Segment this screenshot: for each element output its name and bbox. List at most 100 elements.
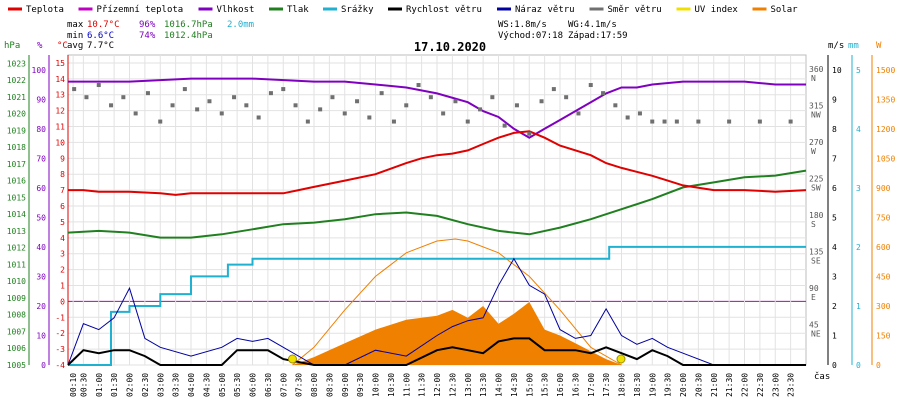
wind-dir-point xyxy=(330,95,335,100)
temperature-axis-tick: 0 xyxy=(60,297,65,306)
rain-axis-tick: 4 xyxy=(856,125,861,134)
x-tick-label: 04:00 xyxy=(187,373,196,397)
wind-dir-tick: SE xyxy=(811,256,821,265)
x-tick-label: 01:30 xyxy=(110,373,119,397)
x-tick-label: 13:00 xyxy=(464,373,473,397)
pressure-axis-tick: 1011 xyxy=(7,260,26,269)
wind-dir-point xyxy=(601,91,606,96)
solar-axis-tick: 1500 xyxy=(876,66,895,75)
temperature-axis-tick: 2 xyxy=(60,266,65,275)
x-tick-label: 19:00 xyxy=(648,373,657,397)
x-tick-label: 02:00 xyxy=(126,373,135,397)
wind-dir-point xyxy=(84,95,89,100)
stats-min-temp: 6.6°C xyxy=(87,31,114,41)
x-tick-label: 10:30 xyxy=(387,373,396,397)
temperature-line xyxy=(68,130,807,196)
x-tick-label: 03:30 xyxy=(172,373,181,397)
wind-dir-tick: 45 xyxy=(809,320,819,329)
rain-line xyxy=(68,245,806,366)
solar-axis-tick: 300 xyxy=(876,302,891,311)
x-tick-label: 20:30 xyxy=(694,373,703,397)
wind-speed-axis-tick: 4 xyxy=(832,243,837,252)
percent-axis-tick: 20 xyxy=(36,302,46,311)
wind-dir-point xyxy=(588,83,593,88)
temperature-axis-tick: -1 xyxy=(55,313,65,322)
legend-label-8: UV index xyxy=(695,5,739,15)
x-tick-label: 02:30 xyxy=(141,373,150,397)
temperature-axis-tick: 4 xyxy=(60,234,65,243)
pressure-axis-tick: 1012 xyxy=(7,244,26,253)
sun-marker-1 xyxy=(616,354,626,364)
x-tick-label: 05:00 xyxy=(218,373,227,397)
wind-dir-tick: 360 xyxy=(809,65,824,74)
pressure-axis-tick: 1005 xyxy=(7,361,26,370)
wind-dir-tick: E xyxy=(811,293,816,302)
pressure-axis-tick: 1006 xyxy=(7,344,26,353)
wind-dir-point xyxy=(195,107,200,112)
wind-dir-point xyxy=(232,95,237,100)
wind-dir-point xyxy=(564,95,569,100)
solar-axis-tick: 0 xyxy=(876,361,881,370)
percent-axis-tick: 90 xyxy=(36,95,46,104)
x-tick-label: 15:30 xyxy=(541,373,550,397)
x-tick-label: 17:00 xyxy=(587,373,596,397)
wind-dir-point xyxy=(133,111,138,116)
wind-dir-point xyxy=(109,103,114,108)
sun-marker-0 xyxy=(287,354,297,364)
unit-w: W xyxy=(876,41,882,51)
legend: Teplota Přízemní teplota Vlhkost Tlak Srážky… xyxy=(8,5,798,15)
legend-label-5: Rychlost větru xyxy=(406,5,482,15)
legend-label-3: Tlak xyxy=(287,5,309,15)
temperature-axis-tick: 3 xyxy=(60,250,65,259)
solar-axis-tick: 150 xyxy=(876,331,891,340)
wind-speed-line xyxy=(67,337,806,366)
sunrise-time: Východ:07:18 xyxy=(498,31,563,41)
legend-label-4: Srážky xyxy=(341,5,374,15)
wind-dir-point xyxy=(355,99,360,104)
wind-dir-point xyxy=(72,87,77,92)
x-tick-label: 12:00 xyxy=(433,373,442,397)
wind-gust-line xyxy=(67,257,806,366)
temperature-axis-tick: 15 xyxy=(55,59,65,68)
pressure-axis-tick: 1016 xyxy=(7,177,26,186)
series-marks xyxy=(67,77,807,366)
wind-dir-tick: 135 xyxy=(809,247,824,256)
legend-label-7: Směr větru xyxy=(608,5,662,15)
wind-dir-point xyxy=(757,119,762,124)
temperature-axis-tick: 5 xyxy=(60,218,65,227)
wind-dir-tick: W xyxy=(811,147,816,156)
wind-dir-tick: 270 xyxy=(809,138,824,147)
wind-dir-tick: 315 xyxy=(809,101,824,110)
pressure-axis-tick: 1009 xyxy=(7,294,26,303)
unit-mm: mm xyxy=(848,41,859,51)
x-tick-label: 01:00 xyxy=(95,373,104,397)
wind-dir-point xyxy=(527,131,532,136)
legend-label-6: Náraz větru xyxy=(515,5,575,15)
x-tick-label: 09:00 xyxy=(341,373,350,397)
x-tick-label: 15:00 xyxy=(525,373,534,397)
pressure-line xyxy=(67,169,807,239)
wind-dir-point xyxy=(342,111,347,116)
wind-dir-point xyxy=(391,119,396,124)
wind-dir-point xyxy=(207,99,212,104)
percent-axis-tick: 60 xyxy=(36,184,46,193)
stats-max-label: max xyxy=(67,20,84,30)
wind-dir-point xyxy=(441,111,446,116)
wind-speed-axis-tick: 0 xyxy=(832,361,837,370)
percent-axis-tick: 80 xyxy=(36,125,46,134)
stats-max-rain: 2.0mm xyxy=(227,20,254,30)
wind-speed-axis-tick: 8 xyxy=(832,125,837,134)
wind-dir-point xyxy=(637,111,642,116)
temperature-axis-tick: 13 xyxy=(55,91,65,100)
rain-axis-tick: 5 xyxy=(856,66,861,75)
temperature-axis-tick: 8 xyxy=(60,170,65,179)
x-tick-label: 06:30 xyxy=(264,373,273,397)
x-tick-label: 08:00 xyxy=(310,373,319,397)
x-tick-label: 23:30 xyxy=(787,373,796,397)
wind-dir-point xyxy=(281,87,286,92)
x-tick-label: 08:30 xyxy=(325,373,334,397)
x-tick-label: 16:00 xyxy=(556,373,565,397)
wind-speed-axis-tick: 9 xyxy=(832,95,837,104)
stats-block: max 10.7°C 96% 1016.7hPa 2.0mm min 6.6°C… xyxy=(67,20,254,51)
percent-axis-tick: 70 xyxy=(36,154,46,163)
